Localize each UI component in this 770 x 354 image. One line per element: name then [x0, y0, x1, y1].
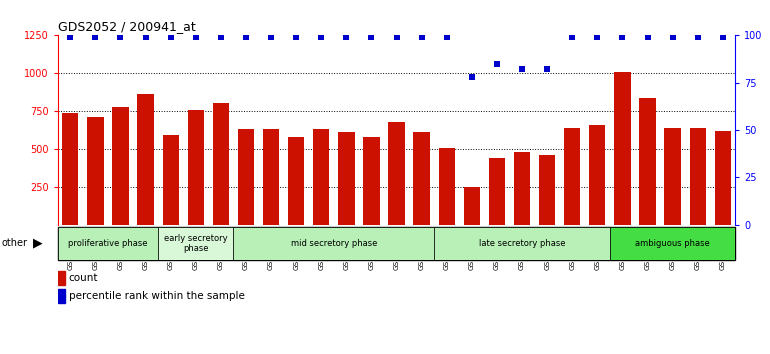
Point: [591, 34, 604, 40]
Bar: [514, 152, 531, 225]
Point: [239, 34, 252, 40]
Bar: [434, 227, 610, 260]
Bar: [464, 187, 480, 225]
Bar: [363, 137, 380, 225]
Point: [667, 34, 679, 40]
Bar: [137, 95, 154, 225]
Text: late secretory phase: late secretory phase: [479, 239, 565, 248]
Point: [541, 67, 554, 72]
Bar: [715, 131, 731, 225]
Bar: [158, 227, 233, 260]
Bar: [690, 128, 706, 225]
Bar: [162, 135, 179, 225]
Point: [64, 34, 76, 40]
Bar: [238, 129, 254, 225]
Bar: [62, 113, 79, 225]
Point: [139, 34, 152, 40]
Point: [490, 61, 503, 67]
Bar: [313, 129, 330, 225]
Text: other: other: [2, 238, 28, 249]
Point: [466, 74, 478, 80]
Bar: [665, 128, 681, 225]
Bar: [59, 271, 65, 285]
Point: [265, 34, 277, 40]
Point: [641, 34, 654, 40]
Bar: [589, 125, 605, 225]
Point: [215, 34, 227, 40]
Point: [89, 34, 102, 40]
Point: [516, 67, 528, 72]
Point: [691, 34, 704, 40]
Bar: [288, 137, 304, 225]
Point: [717, 34, 729, 40]
Point: [290, 34, 303, 40]
Text: early secretory
phase: early secretory phase: [164, 234, 228, 253]
Point: [566, 34, 578, 40]
Bar: [59, 290, 65, 303]
Bar: [439, 148, 455, 225]
Bar: [639, 97, 656, 225]
Point: [315, 34, 327, 40]
Point: [340, 34, 353, 40]
Text: percentile rank within the sample: percentile rank within the sample: [69, 291, 244, 301]
Text: count: count: [69, 273, 98, 283]
Bar: [213, 103, 229, 225]
Bar: [388, 122, 405, 225]
Bar: [188, 110, 204, 225]
Point: [189, 34, 202, 40]
Bar: [413, 132, 430, 225]
Point: [114, 34, 126, 40]
Point: [416, 34, 428, 40]
Bar: [233, 227, 434, 260]
Bar: [539, 155, 555, 225]
Bar: [489, 158, 505, 225]
Point: [440, 34, 453, 40]
Point: [616, 34, 628, 40]
Bar: [614, 72, 631, 225]
Bar: [610, 227, 735, 260]
Text: ▶: ▶: [33, 237, 43, 250]
Point: [165, 34, 177, 40]
Point: [390, 34, 403, 40]
Point: [365, 34, 377, 40]
Bar: [87, 117, 103, 225]
Bar: [564, 128, 581, 225]
Text: ambiguous phase: ambiguous phase: [635, 239, 710, 248]
Bar: [338, 132, 354, 225]
Bar: [112, 107, 129, 225]
Text: mid secretory phase: mid secretory phase: [290, 239, 377, 248]
Bar: [58, 227, 158, 260]
Bar: [263, 129, 280, 225]
Text: proliferative phase: proliferative phase: [69, 239, 148, 248]
Text: GDS2052 / 200941_at: GDS2052 / 200941_at: [58, 20, 196, 33]
